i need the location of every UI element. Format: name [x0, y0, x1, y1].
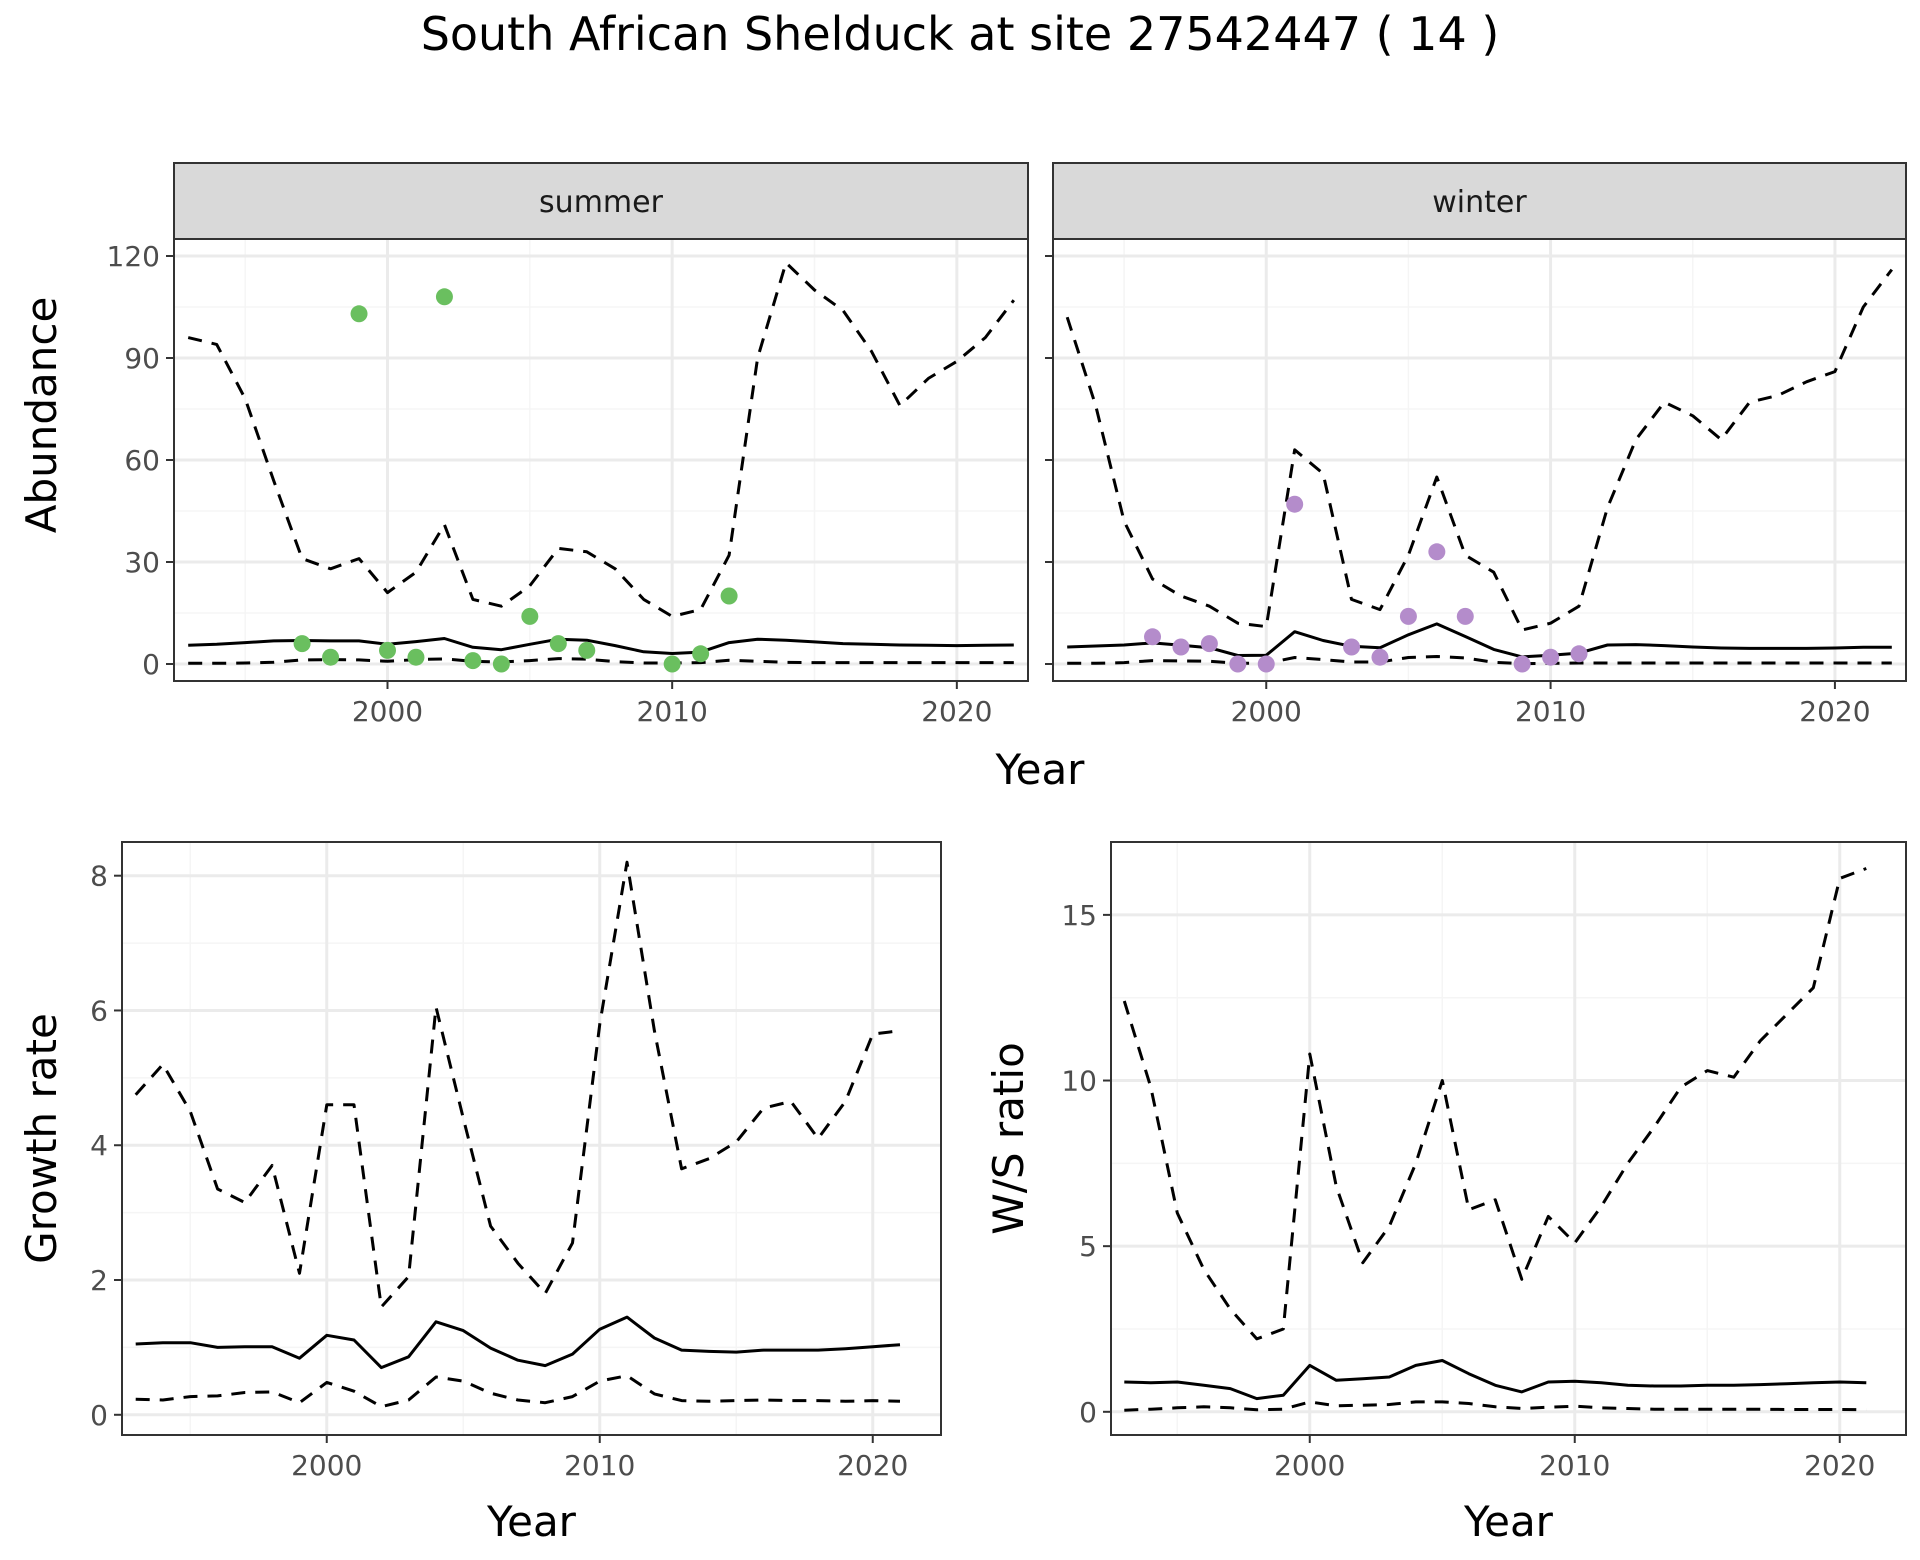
y-tick-label: 5 [1079, 1230, 1097, 1263]
y-tick-label: 2 [90, 1264, 108, 1297]
top-xlabel: Year [995, 745, 1086, 794]
y-tick-label: 10 [1061, 1065, 1097, 1098]
data-point [578, 641, 596, 659]
x-tick-label: 2010 [637, 695, 708, 728]
data-point [521, 607, 539, 625]
x-tick-label: 2020 [921, 695, 992, 728]
y-tick-label: 90 [124, 342, 160, 375]
data-point [1399, 607, 1417, 625]
facet-strip [1052, 162, 1907, 240]
data-point [1172, 638, 1190, 656]
y-axis-title: W/S ratio [984, 1042, 1033, 1235]
y-tick-label: 30 [124, 546, 160, 579]
dashed-line-2 [135, 1374, 901, 1409]
solid-line-0 [1124, 1359, 1867, 1401]
panel-background [1111, 842, 1906, 1435]
data-point [464, 652, 482, 670]
top-ylabel: Abundance [17, 297, 66, 534]
data-point [1513, 655, 1531, 673]
data-point [1144, 628, 1162, 646]
data-point [350, 305, 368, 323]
dashed-line-1 [187, 261, 1015, 618]
x-tick-label: 2010 [1539, 1449, 1610, 1482]
dashed-line-1 [1065, 268, 1893, 632]
y-tick-label: 0 [142, 648, 160, 681]
y-tick-label: 15 [1061, 899, 1097, 932]
panel-summer-abundance: summer 2000 2010 2020 0 30 60 90 120 [107, 162, 1029, 728]
dashed-line-1 [134, 860, 901, 1309]
x-tick-label: 2020 [837, 1449, 908, 1482]
panel-ws-ratio: 2000 2010 2020 0 5 10 15 Year W/S ratio [984, 841, 1907, 1546]
y-axis-title: Growth rate [17, 1013, 66, 1264]
data-point [1200, 635, 1218, 653]
data-point [407, 648, 425, 666]
x-tick-label: 2020 [1804, 1449, 1875, 1482]
data-point [692, 645, 710, 663]
data-point [1371, 648, 1389, 666]
x-tick-label: 2010 [1515, 695, 1586, 728]
y-tick-label: 60 [124, 444, 160, 477]
data-point [1229, 655, 1247, 673]
panel-growth-rate: 2000 2010 2020 0 2 4 6 8 Year Growth rate [17, 841, 942, 1546]
solid-line-0 [188, 637, 1014, 655]
y-tick-label: 8 [90, 860, 108, 893]
x-axis-title: Year [486, 1497, 577, 1546]
data-point [379, 641, 396, 659]
data-point [1542, 648, 1560, 666]
y-tick-label: 6 [90, 994, 108, 1027]
data-point [663, 655, 681, 673]
x-tick-label: 2020 [1799, 695, 1870, 728]
x-tick-label: 2000 [352, 695, 423, 728]
data-point [1343, 638, 1361, 656]
panel-background [122, 842, 941, 1435]
dashed-line-2 [1067, 655, 1892, 666]
data-point [720, 587, 738, 605]
dashed-line-2 [1124, 1400, 1867, 1412]
x-tick-label: 2000 [291, 1449, 362, 1482]
data-point [435, 288, 453, 306]
data-point [322, 648, 340, 666]
data-point [1257, 655, 1275, 673]
facet-strip [173, 162, 1029, 240]
x-tick-label: 2010 [564, 1449, 635, 1482]
data-point [1456, 607, 1474, 625]
panel-border [121, 841, 942, 1436]
y-tick-label: 4 [90, 1129, 108, 1162]
data-point [293, 635, 311, 653]
solid-line-0 [135, 1315, 901, 1370]
panel-winter-abundance: winter 2000 2010 2020 [1045, 162, 1907, 728]
y-tick-label: 120 [107, 240, 160, 273]
y-tick-label: 0 [90, 1399, 108, 1432]
panel-border [1110, 841, 1907, 1436]
data-point [1428, 543, 1446, 561]
x-tick-label: 2000 [1274, 1449, 1345, 1482]
x-tick-label: 2000 [1231, 695, 1302, 728]
facet-label: winter [1432, 185, 1527, 220]
facet-label: summer [539, 185, 664, 220]
data-point [492, 655, 510, 673]
y-tick-label: 0 [1079, 1396, 1097, 1429]
data-point [1286, 495, 1304, 513]
data-point [549, 635, 567, 653]
data-point [1570, 645, 1588, 663]
x-axis-title: Year [1463, 1497, 1554, 1546]
dashed-line-1 [1122, 867, 1867, 1341]
dashed-line-2 [188, 657, 1014, 665]
chart-title: South African Shelduck at site 27542447 … [421, 7, 1500, 61]
